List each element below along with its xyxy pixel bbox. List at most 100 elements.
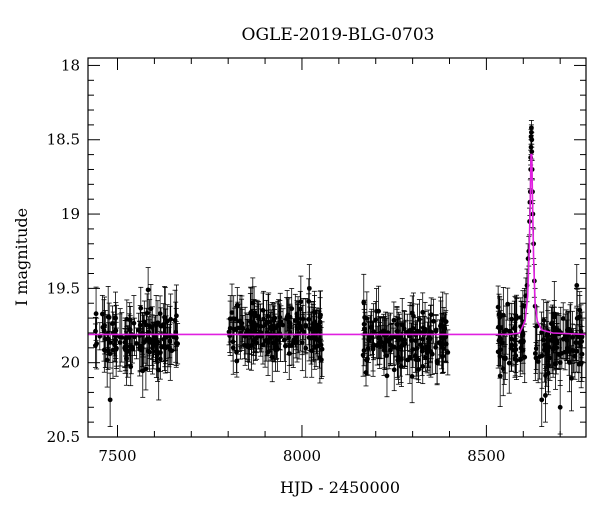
data-point — [557, 360, 563, 366]
data-point — [361, 299, 367, 305]
data-point — [560, 336, 566, 342]
x-tick-label: 7500 — [98, 447, 136, 465]
data-point — [394, 345, 400, 351]
data-point — [569, 375, 574, 381]
data-point — [234, 302, 240, 308]
data-point — [514, 357, 519, 363]
x-axis-label: HJD - 2450000 — [280, 478, 400, 497]
data-point — [441, 324, 447, 329]
data-point — [287, 314, 293, 320]
data-point — [303, 323, 309, 329]
data-point — [574, 283, 580, 288]
data-point — [391, 367, 397, 373]
data-point — [369, 324, 375, 330]
data-point — [265, 313, 271, 319]
data-point — [282, 343, 288, 349]
data-point — [105, 314, 111, 320]
data-point — [512, 342, 518, 348]
data-point — [554, 339, 560, 345]
y-tick-label: 19.5 — [47, 279, 80, 297]
data-point — [539, 397, 545, 403]
data-point — [511, 326, 517, 331]
data-point — [226, 329, 232, 335]
data-point — [153, 322, 159, 328]
data-point — [230, 345, 236, 351]
data-point — [316, 325, 321, 331]
data-point — [175, 341, 181, 347]
data-point — [500, 366, 506, 372]
data-point — [532, 351, 538, 356]
data-point — [171, 334, 177, 340]
data-point — [294, 313, 300, 319]
data-point — [365, 356, 370, 362]
data-point — [145, 287, 151, 293]
data-point — [551, 325, 557, 330]
data-point — [143, 366, 149, 372]
data-point — [99, 311, 105, 317]
data-point — [239, 321, 244, 327]
data-point — [373, 317, 379, 323]
y-tick-label: 18 — [61, 56, 80, 74]
axis-tick-labels: 7500 8000 8500 18 18.5 19 19.5 20 20.5 — [47, 56, 506, 465]
data-point — [156, 367, 162, 373]
data-point — [102, 323, 107, 328]
data-point — [122, 339, 128, 345]
data-point — [93, 328, 98, 334]
data-point — [495, 349, 501, 355]
data-point — [411, 313, 416, 319]
data-point — [299, 327, 305, 333]
data-point — [514, 316, 519, 321]
data-point — [163, 334, 168, 339]
data-point — [235, 325, 241, 331]
data-point — [107, 340, 113, 345]
data-point — [381, 328, 387, 334]
data-point — [370, 344, 376, 350]
data-point — [542, 347, 548, 353]
data-point — [250, 338, 256, 343]
data-point — [93, 343, 98, 349]
data-point — [508, 336, 514, 342]
data-point — [434, 358, 440, 364]
data-point — [289, 342, 295, 348]
data-point — [286, 351, 292, 356]
data-point — [274, 337, 280, 343]
model-curve — [88, 153, 586, 336]
data-point — [160, 322, 166, 327]
data-point — [128, 364, 134, 370]
data-point — [496, 311, 502, 317]
data-point — [360, 352, 366, 358]
data-point — [132, 334, 138, 340]
data-point — [311, 334, 316, 340]
data-point — [245, 343, 251, 348]
data-point — [431, 318, 436, 324]
data-point — [410, 347, 416, 352]
data-point — [107, 397, 113, 403]
data-point — [113, 346, 119, 352]
data-point — [422, 328, 428, 334]
data-point — [548, 337, 554, 343]
data-point — [401, 326, 407, 332]
data-point — [405, 357, 411, 363]
data-point — [93, 311, 99, 317]
data-point — [529, 125, 534, 131]
y-tick-label: 20 — [61, 354, 80, 372]
data-point — [422, 355, 428, 360]
data-point — [417, 329, 423, 335]
data-point — [113, 315, 118, 321]
data-point — [123, 335, 128, 341]
data-point — [535, 359, 541, 364]
data-point — [117, 334, 123, 340]
data-point — [417, 316, 422, 322]
data-point — [433, 327, 439, 333]
data-point — [577, 307, 583, 313]
data-point — [157, 311, 163, 317]
data-point — [412, 353, 418, 359]
data-point — [153, 341, 159, 347]
data-point — [310, 325, 316, 331]
data-point — [239, 324, 245, 330]
data-point — [247, 319, 253, 324]
data-point — [294, 339, 300, 345]
data-point — [501, 329, 507, 335]
data-point — [505, 301, 511, 307]
